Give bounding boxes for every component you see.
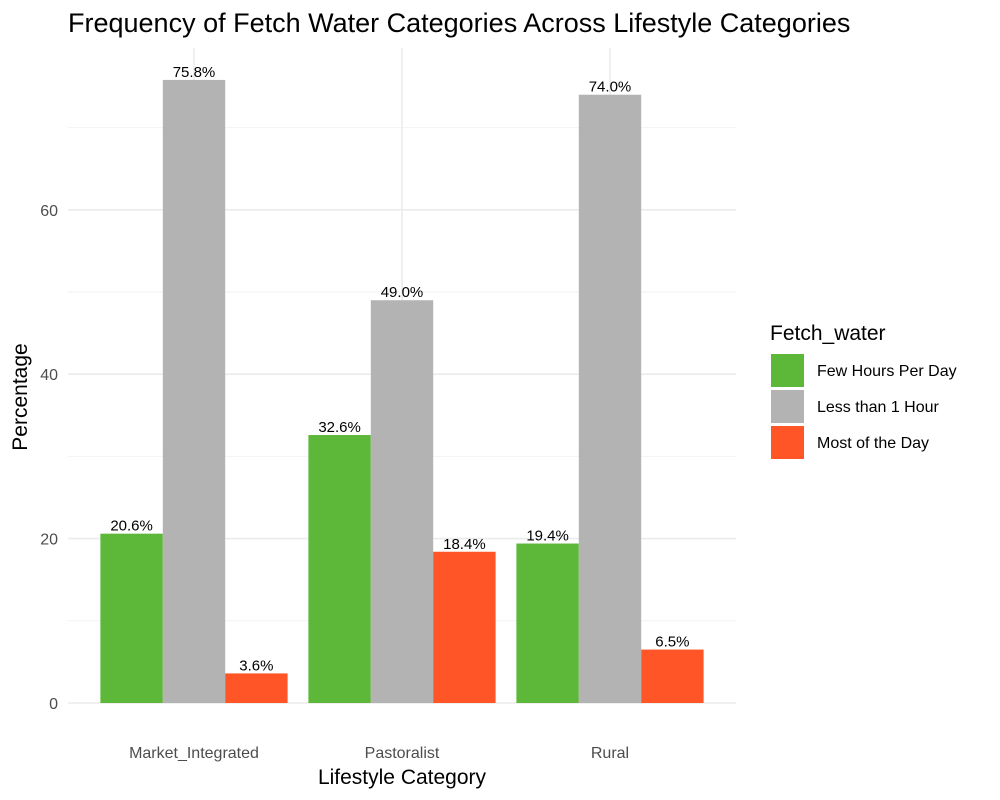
y-tick-label: 0 (49, 696, 58, 713)
bar-value-label: 32.6% (318, 419, 361, 436)
bar (641, 649, 704, 703)
bar (516, 543, 579, 703)
legend-swatch (771, 354, 804, 387)
bar-labels: 20.6% 75.8% 3.6% 32.6% 49.0% 18.4% 19.4% 74.0% 6… (110, 64, 689, 674)
y-axis-ticks: 0 20 40 60 (40, 203, 58, 713)
legend-items: Few Hours Per Day Less than 1 Hour Most of… (771, 354, 957, 459)
legend-swatch (771, 426, 804, 459)
bar-value-label: 3.6% (239, 657, 273, 674)
bar (162, 79, 226, 703)
bar-value-label: 18.4% (443, 536, 486, 553)
bar (578, 94, 642, 704)
bar-value-label: 74.0% (589, 79, 632, 96)
bar-value-label: 49.0% (381, 284, 424, 301)
bars (100, 79, 704, 704)
legend-swatch (771, 390, 804, 423)
y-tick-label: 20 (40, 532, 58, 549)
bar-value-label: 19.4% (526, 528, 569, 545)
legend-label: Most of the Day (817, 435, 929, 452)
bar (370, 300, 434, 703)
x-tick-label: Market_Integrated (129, 745, 259, 762)
bar (433, 551, 496, 703)
y-tick-label: 40 (40, 367, 58, 384)
bar-value-label: 20.6% (110, 518, 153, 535)
x-axis-title: Lifestyle Category (318, 766, 487, 789)
legend-label: Few Hours Per Day (817, 363, 957, 380)
legend-title: Fetch_water (770, 322, 886, 345)
bar (100, 533, 163, 703)
x-axis-ticks: Market_Integrated Pastoralist Rural (129, 745, 629, 762)
legend-label: Less than 1 Hour (817, 399, 940, 416)
bar (225, 673, 288, 703)
bar (308, 435, 371, 703)
legend: Fetch_water Few Hours Per Day Less than 1… (770, 322, 957, 459)
x-tick-label: Pastoralist (365, 745, 440, 762)
chart-title: Frequency of Fetch Water Categories Acro… (68, 8, 850, 38)
bar-value-label: 6.5% (655, 634, 689, 651)
x-tick-label: Rural (591, 745, 629, 762)
y-tick-label: 60 (40, 203, 58, 220)
y-axis-title: Percentage (9, 343, 32, 450)
bar-value-label: 75.8% (173, 64, 216, 81)
